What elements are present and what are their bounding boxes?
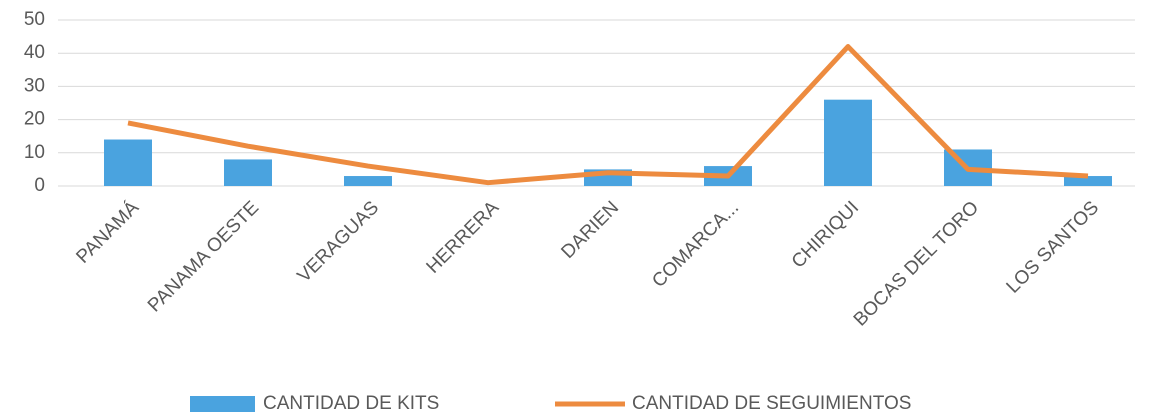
x-tick-label: PANAMÁ — [72, 197, 143, 268]
y-tick-label: 40 — [24, 42, 45, 63]
x-tick-label: VERAGUAS — [294, 197, 384, 287]
y-tick-label: 10 — [24, 142, 45, 163]
x-tick-label: LOS SANTOS — [1003, 197, 1103, 297]
legend-label: CANTIDAD DE KITS — [263, 393, 439, 414]
x-tick-label: DARIEN — [557, 197, 623, 263]
x-tick-label: HERRERA — [423, 197, 504, 278]
bar — [344, 176, 392, 186]
bar — [1064, 176, 1112, 186]
x-tick-label: PANAMA OESTE — [144, 197, 263, 316]
x-tick-label: CHIRIQUI — [788, 197, 863, 272]
x-tick-label: BOCAS DEL TORO — [850, 197, 983, 330]
y-tick-label: 50 — [24, 9, 45, 30]
bar — [104, 139, 152, 186]
x-tick-label: COMARCA... — [648, 197, 743, 292]
bar — [224, 159, 272, 186]
bar — [824, 99, 872, 186]
y-tick-label: 30 — [24, 75, 45, 96]
y-tick-label: 0 — [34, 175, 45, 196]
line — [127, 44, 1089, 186]
y-tick-label: 20 — [24, 109, 45, 130]
legend-swatch — [190, 396, 255, 412]
legend-label: CANTIDAD DE SEGUIMIENTOS — [632, 393, 911, 414]
